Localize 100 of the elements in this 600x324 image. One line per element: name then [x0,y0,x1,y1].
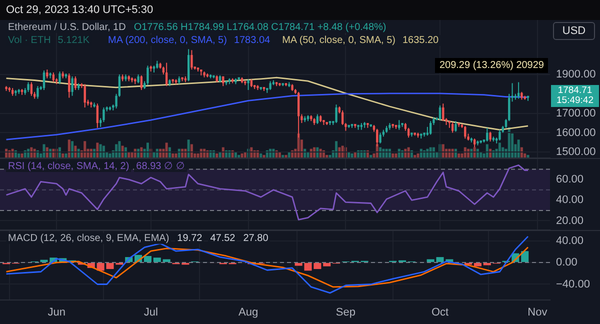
annotation: 5.121K [56,35,92,46]
text: 15:49:42 [556,95,594,106]
y-tick-label: 0.00 [556,256,578,269]
bar [42,144,46,158]
candlestick [379,132,382,144]
candlestick [489,131,492,142]
y-tick-label: 20.00 [556,214,584,227]
y-tick-label: 40.00 [556,234,584,247]
candlestick [36,86,39,100]
candlestick [68,72,70,98]
bar [526,154,530,158]
bar [96,142,99,158]
candlestick [316,114,319,124]
annotation: 1783.04 [232,35,272,46]
bar [474,263,482,266]
bar [144,256,152,262]
bar [335,141,338,158]
candlestick [517,82,520,100]
bar [130,152,134,158]
annotation: 68.93 ∅ ∅ [134,161,187,172]
candlestick [84,84,86,108]
candlestick [146,65,149,86]
x-tick-label: Jun [48,306,66,319]
bar [284,154,288,158]
bar [99,144,102,158]
candlestick [71,76,74,96]
text: 1784.71 [556,85,594,96]
bar [240,153,244,158]
annotation: 209.29 (13.26%) 20929 [435,58,548,73]
bar [153,258,161,262]
candlestick [335,104,338,124]
bar [108,153,112,158]
x-tick-label: Jul [144,306,158,319]
y-tick-label: 60.00 [556,174,584,186]
text: Vol · ETH [6,35,53,46]
candlestick [42,70,46,90]
bar [218,152,222,158]
candlestick [190,50,193,70]
bar [162,259,170,262]
bar [84,141,86,158]
candlestick [398,120,400,130]
bar [323,263,331,266]
candlestick [454,120,457,132]
bar [118,141,121,158]
chart-title: Ethereum / U.S. Dollar, 1D [6,22,128,33]
candlestick [442,103,444,122]
candlestick [498,129,501,142]
y-tick-label: 1600.00 [556,126,596,139]
bar [350,153,354,158]
text: MA (200, close, 0, SMA, 5) [106,35,229,46]
annotation: 27.80 [241,233,270,244]
bar [64,153,68,158]
bar [442,144,444,158]
bar [328,154,332,158]
x-tick-label: Oct [431,306,449,319]
y-tick-label: 40.00 [556,194,584,206]
x-tick-label: Nov [528,306,548,319]
annotation: 1635.20 [400,35,441,46]
candlestick [58,71,61,85]
y-tick-label: 1500.00 [556,146,596,158]
bar [71,141,74,158]
text: MA (50, close, 0, SMA, 5) [280,35,398,46]
text: Oct 29, 2023 13:40 UTC+5:30 [0,0,600,20]
bar [190,144,193,158]
bar [152,152,156,158]
candlestick [451,122,454,134]
bar [521,251,529,262]
bar [146,142,149,158]
y-tick-label: 1900.00 [556,68,596,80]
bar [416,153,420,158]
x-tick-label: Sep [336,306,356,319]
chart-title: MACD (12, 26, close, 9, EMA, EMA) [6,233,172,244]
candlestick [30,82,33,96]
bar [20,153,24,158]
annotation: 47.52 [208,233,238,244]
text: USD [553,22,595,40]
bar [517,140,520,158]
y-tick-label: −40.00 [556,278,590,290]
candlestick [102,106,105,123]
candlestick [247,78,250,90]
bar [115,144,118,158]
bar [394,153,398,158]
bar [187,140,190,158]
candlestick [96,103,99,128]
annotation: 19.72 [175,233,204,244]
candlestick [486,127,488,142]
y-tick-label: 1700.00 [556,107,596,120]
bar [165,142,168,158]
bar [262,154,266,158]
bar [306,152,310,158]
candlestick [52,72,55,83]
candlestick [27,82,30,92]
bar [486,144,488,158]
bar [196,153,200,158]
series-label: RSI (14, close, SMA, 14, 2) [6,161,132,172]
x-tick-label: Aug [238,306,258,319]
bar [68,140,70,158]
bar [174,153,178,158]
annotation: O1776.56 H1784.99 L1764.08 C1784.71 +8.48 (+0.48%) [132,22,388,33]
bar [498,142,501,158]
